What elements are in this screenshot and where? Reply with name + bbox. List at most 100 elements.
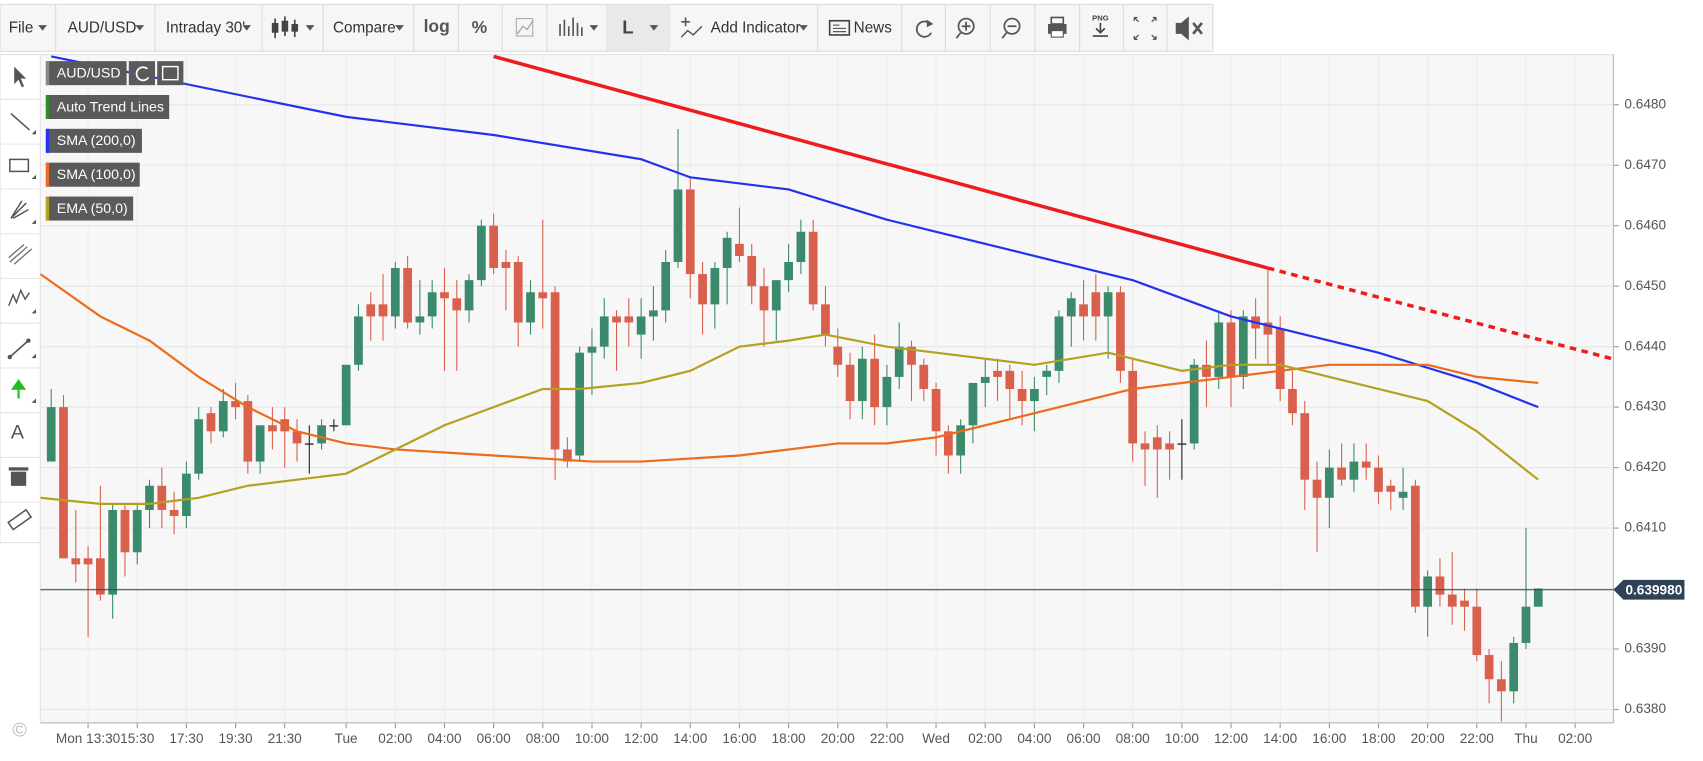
- candle-body: [1411, 485, 1420, 607]
- candle-body: [317, 425, 326, 444]
- cursor-tool[interactable]: [14, 66, 27, 88]
- candle-body: [587, 346, 597, 353]
- log-button[interactable]: log: [424, 16, 450, 36]
- line-style-button[interactable]: L: [622, 16, 633, 37]
- legend-trend-swatch: [45, 94, 50, 120]
- chart-type-button[interactable]: [271, 16, 315, 39]
- zoom-in-button[interactable]: [955, 17, 975, 39]
- candle-body: [907, 346, 916, 365]
- rect-tool[interactable]: [9, 158, 37, 180]
- fullscreen-button[interactable]: [1133, 16, 1157, 40]
- legend-line: SMA (200,0): [57, 133, 136, 149]
- candle-body: [218, 401, 228, 432]
- separators: [55, 4, 1168, 52]
- png-label: PNG: [1092, 14, 1109, 23]
- y-tick-label: 0.6380: [1624, 701, 1666, 716]
- x-tick-label: 10:00: [575, 731, 610, 746]
- candle-body: [108, 509, 118, 595]
- x-tick-label: 20:00: [821, 731, 856, 746]
- candle-body: [1054, 316, 1064, 371]
- x-tick-label: 17:30: [169, 731, 204, 746]
- news-button[interactable]: News: [854, 19, 893, 36]
- add-indicator-button[interactable]: Add Indicator: [711, 19, 801, 36]
- mute-button[interactable]: [1175, 16, 1203, 41]
- x-tick-label: 02:00: [1558, 731, 1593, 746]
- refresh-button[interactable]: [915, 19, 934, 38]
- pattern-tool[interactable]: [8, 288, 37, 314]
- candle-body: [931, 388, 941, 432]
- candle-body: [513, 262, 523, 323]
- candle-body: [833, 346, 843, 365]
- x-tick-label: 08:00: [526, 731, 561, 746]
- symbol-button[interactable]: AUD/USD: [68, 19, 137, 36]
- candle-body: [255, 425, 265, 462]
- candle-body: [661, 262, 671, 311]
- x-tick-label: 21:30: [268, 731, 303, 746]
- candle-body: [464, 280, 474, 311]
- candle-body: [1005, 370, 1015, 389]
- legend-refresh[interactable]: [128, 61, 156, 86]
- candle-body: [1165, 443, 1174, 450]
- caret: [649, 25, 659, 31]
- legend-refresh-icon: [135, 66, 150, 82]
- percent-button[interactable]: %: [472, 17, 488, 37]
- candle-body: [120, 509, 130, 553]
- x-tick-label: 18:00: [1361, 731, 1396, 746]
- x-tick-label: 04:00: [1017, 731, 1052, 746]
- file-button[interactable]: File: [9, 19, 34, 36]
- candle-body: [747, 255, 757, 287]
- candle-body: [685, 189, 695, 275]
- ray-tool[interactable]: [7, 338, 37, 360]
- candle-body: [1103, 292, 1113, 317]
- y-tick-label: 0.6450: [1624, 278, 1666, 293]
- compare-button[interactable]: Compare: [333, 19, 396, 36]
- candle-body: [501, 262, 511, 269]
- candle-body: [1386, 485, 1396, 492]
- channel-tool[interactable]: [8, 244, 33, 265]
- arrow-tool[interactable]: [10, 379, 37, 403]
- candle-body: [624, 316, 634, 323]
- candle-body: [243, 401, 253, 462]
- candle-body: [71, 558, 81, 565]
- candle-body: [882, 376, 892, 408]
- candle-body: [673, 189, 683, 263]
- delete-tool[interactable]: [8, 467, 29, 486]
- candle-body: [1361, 461, 1371, 468]
- y-tick-label: 0.6390: [1624, 641, 1666, 656]
- candle-body: [538, 292, 548, 299]
- zoom-out-button[interactable]: [1001, 17, 1021, 39]
- candle-body: [46, 407, 56, 462]
- candle-body: [968, 382, 978, 426]
- last-price-label: 0.639980: [1625, 582, 1682, 597]
- candle-body: [993, 370, 1002, 377]
- x-tick-label: 10:00: [1165, 731, 1200, 746]
- tool-separators: [0, 98, 41, 503]
- legend-line-box: [45, 162, 140, 187]
- candle-body: [1288, 388, 1297, 414]
- candle-body: [649, 310, 658, 317]
- x-tick-label: 20:00: [1411, 731, 1446, 746]
- png-button[interactable]: PNG: [1092, 14, 1109, 37]
- candle-body: [735, 243, 744, 256]
- caret: [135, 25, 145, 31]
- legend-symbol: AUD/USD: [57, 65, 121, 81]
- volume-button[interactable]: [559, 17, 599, 37]
- text-tool[interactable]: A: [11, 422, 25, 444]
- chart-style-button[interactable]: [515, 18, 534, 37]
- candle-body: [231, 401, 240, 408]
- candle-body: [636, 316, 646, 335]
- x-tick-label: 12:00: [1214, 731, 1249, 746]
- ruler-tool[interactable]: [7, 508, 33, 531]
- candle-body: [476, 225, 486, 281]
- interval-button[interactable]: Intraday 30': [166, 19, 245, 36]
- candle-body: [1079, 304, 1088, 317]
- y-tick-label: 0.6410: [1624, 520, 1666, 535]
- y-tick-label: 0.6480: [1624, 96, 1666, 111]
- caret: [395, 25, 404, 31]
- legend-line: EMA (50,0): [57, 201, 128, 217]
- candle-body: [1324, 467, 1334, 498]
- candle-body: [132, 509, 142, 553]
- print-button[interactable]: [1048, 16, 1067, 38]
- pen-tool[interactable]: [10, 200, 37, 224]
- legend-settings[interactable]: [157, 61, 184, 86]
